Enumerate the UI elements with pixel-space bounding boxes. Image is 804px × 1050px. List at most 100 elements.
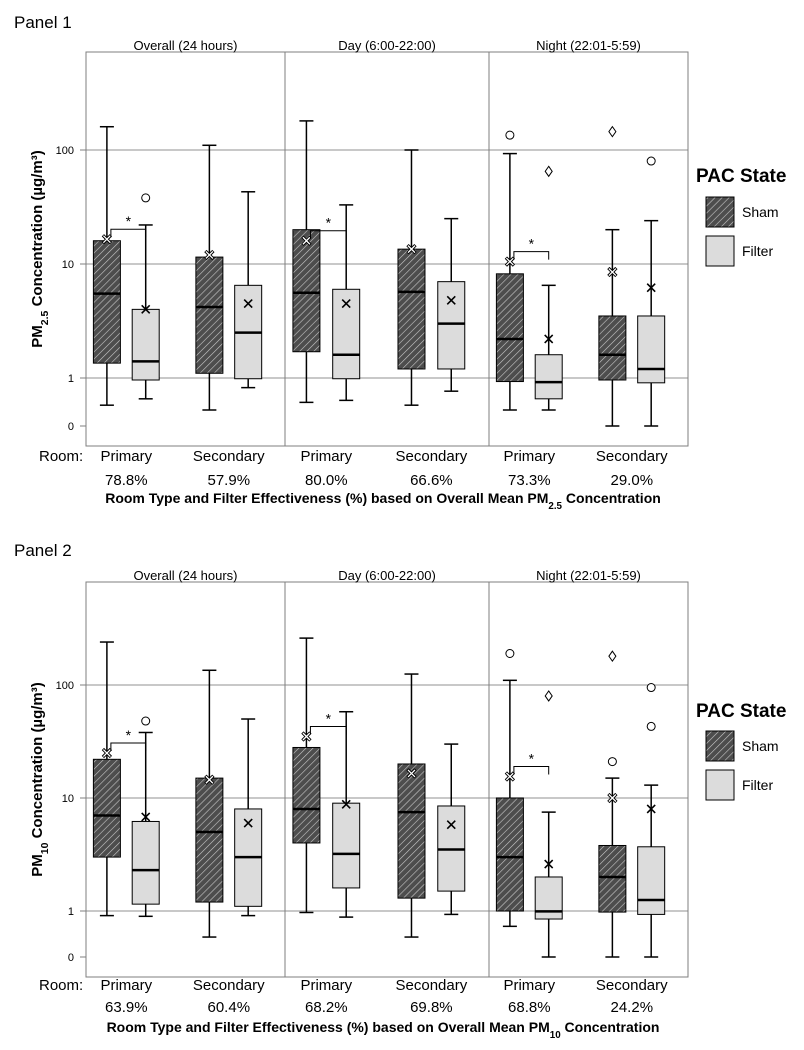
- box-iqr: [534, 876, 563, 920]
- effectiveness-label: 29.0%: [611, 472, 654, 489]
- facet-title: Day (6:00-22:00): [338, 38, 436, 53]
- box-iqr: [397, 763, 426, 899]
- box-iqr: [397, 248, 426, 370]
- box-primary-filter: [534, 165, 563, 411]
- legend: PAC State Sham Filter: [696, 166, 786, 267]
- box-secondary-filter: [234, 718, 263, 917]
- mean-marker: [205, 775, 214, 784]
- room-label-primary: Primary: [300, 448, 352, 465]
- x-axis-title-part-b: Concentration: [561, 1019, 660, 1035]
- box-iqr: [495, 797, 524, 912]
- significance-bracket: *: [309, 215, 347, 239]
- box-secondary-sham: [397, 673, 426, 938]
- room-label-primary: Primary: [100, 448, 152, 465]
- room-label-primary: Primary: [503, 448, 555, 465]
- box-iqr: [495, 273, 524, 383]
- box-iqr: [437, 281, 466, 370]
- mean-marker-outline: [646, 283, 656, 293]
- box-iqr: [637, 315, 666, 384]
- mean-marker: [302, 732, 311, 741]
- mean-marker-outline: [243, 818, 253, 828]
- significance-bracket: *: [110, 213, 147, 238]
- room-label-secondary: Secondary: [596, 448, 668, 465]
- box-primary-filter: [534, 690, 563, 958]
- extreme-point: [544, 165, 553, 178]
- y-tick-label: 100: [56, 145, 74, 157]
- box-iqr: [637, 846, 666, 915]
- significance-star: *: [326, 215, 332, 231]
- box-primary-filter: [131, 193, 160, 400]
- y-axis-title-part-a: PM: [29, 854, 46, 877]
- y-axis-title-part-sub: 2.5: [39, 310, 51, 325]
- x-axis-title: Room Type and Filter Effectiveness (%) b…: [105, 490, 661, 512]
- x-axis-title: Room Type and Filter Effectiveness (%) b…: [107, 1019, 660, 1041]
- panel-label: Panel 1: [14, 13, 72, 32]
- outlier-point: [646, 721, 656, 731]
- y-tick-label: 10: [62, 259, 74, 271]
- box-secondary-filter: [437, 217, 466, 392]
- mean-marker: [102, 235, 111, 244]
- box-secondary-filter: [234, 191, 263, 389]
- legend-panel-2: PAC State Sham Filter: [696, 701, 786, 801]
- y-tick-label: 100: [56, 680, 74, 692]
- facet-title: Night (22:01-5:59): [536, 38, 641, 53]
- legend-swatch-filter: [705, 235, 735, 267]
- bracket-line: [513, 251, 550, 260]
- significance-star: *: [126, 213, 132, 229]
- effectiveness-label: 66.6%: [410, 472, 453, 489]
- facet-frame: [488, 51, 689, 447]
- mean-marker-outline: [646, 804, 656, 814]
- mean-marker: [407, 245, 416, 254]
- box-iqr: [598, 844, 627, 913]
- x-axis-title-part-sub: 2.5: [548, 501, 562, 512]
- mean-marker: [102, 749, 111, 757]
- facet-frame: [488, 581, 689, 978]
- outlier-point: [646, 683, 656, 693]
- mean-marker-outline: [544, 334, 554, 344]
- significance-bracket: *: [309, 711, 347, 735]
- box-secondary-sham: [598, 650, 627, 958]
- y-tick-label: 1: [68, 373, 74, 385]
- mean-marker: [407, 769, 416, 778]
- box-iqr: [292, 746, 321, 844]
- bracket-line: [110, 742, 147, 752]
- bracket-line: [309, 230, 347, 239]
- effectiveness-label: 57.9%: [208, 472, 251, 489]
- box-secondary-sham: [195, 669, 224, 938]
- mean-marker-outline: [141, 304, 151, 314]
- mean-marker-outline: [446, 295, 456, 305]
- box-primary-sham: [292, 120, 321, 404]
- y-axis-title-part-b: Concentration (µg/m³): [29, 150, 46, 310]
- box-secondary-filter: [437, 743, 466, 916]
- x-axis-title-part-a: Room Type and Filter Effectiveness (%) b…: [105, 490, 548, 506]
- legend-title: PAC State: [696, 701, 786, 722]
- mean-marker: [608, 268, 617, 277]
- x-axis-title-part-a: Room Type and Filter Effectiveness (%) b…: [107, 1019, 550, 1035]
- y-axis-title-part-a: PM: [29, 325, 46, 348]
- significance-star: *: [326, 711, 332, 727]
- y-axis-title: PM10 Concentration (µg/m³): [29, 682, 51, 877]
- significance-bracket: *: [110, 727, 147, 752]
- box-primary-sham: [92, 641, 121, 917]
- mean-marker: [505, 772, 514, 781]
- box-iqr: [598, 315, 627, 381]
- x-axis-title-part-b: Concentration: [562, 490, 661, 506]
- room-prefix-label: Room:: [39, 977, 83, 994]
- bracket-line: [110, 228, 147, 238]
- significance-bracket: *: [513, 236, 550, 260]
- effectiveness-label: 60.4%: [208, 999, 251, 1016]
- room-label-primary: Primary: [100, 977, 152, 994]
- legend-swatch-sham: [705, 196, 735, 228]
- box-iqr: [131, 308, 160, 381]
- effectiveness-label: 80.0%: [305, 472, 348, 489]
- mean-marker-outline: [341, 298, 351, 309]
- outlier-point: [141, 716, 151, 726]
- significance-star: *: [529, 750, 535, 766]
- legend-swatch-sham: [705, 730, 735, 762]
- mean-marker-outline: [446, 820, 456, 830]
- box-primary-sham: [292, 637, 321, 914]
- box-primary-sham: [495, 130, 524, 411]
- extreme-point: [608, 125, 617, 138]
- legend-label-filter: Filter: [742, 243, 773, 259]
